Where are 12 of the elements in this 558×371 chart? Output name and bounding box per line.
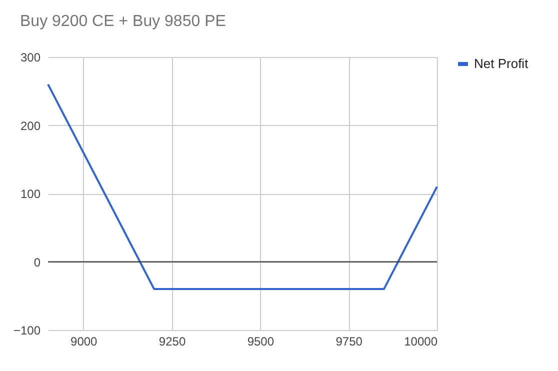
x-tick-label: 9250 [158,334,186,348]
x-tick-label: 9750 [336,334,363,348]
chart-title: Buy 9200 CE + Buy 9850 PE [20,13,226,30]
legend-label: Net Profit [474,56,529,71]
x-tick-label: 9500 [247,334,274,348]
y-tick-label: −100 [13,324,41,338]
y-tick-label: 100 [20,187,41,201]
y-tick-label: 300 [20,50,41,64]
y-tick-label: 200 [20,118,41,133]
y-tick-label: 0 [34,255,41,270]
x-tick-label: 9000 [70,334,98,348]
x-tick-label: 10000 [404,334,438,348]
